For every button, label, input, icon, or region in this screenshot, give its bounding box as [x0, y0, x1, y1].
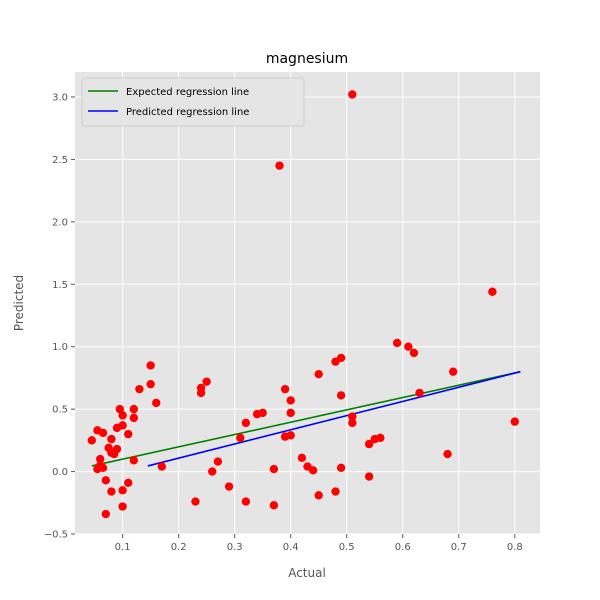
data-point: [115, 404, 125, 414]
data-point: [348, 412, 357, 421]
data-point: [331, 487, 340, 496]
data-point: [286, 431, 295, 440]
data-point: [314, 491, 323, 500]
data-point: [314, 369, 323, 379]
x-tick-label: 0.4: [283, 542, 299, 553]
y-tick-label: 2.0: [52, 217, 68, 228]
data-point: [510, 417, 519, 426]
x-axis-label: Actual: [288, 566, 326, 580]
data-point: [269, 501, 279, 510]
predicted-regression-line: [147, 370, 521, 467]
data-point: [448, 367, 458, 376]
x-tick-label: 0.3: [227, 542, 243, 553]
data-point: [129, 404, 139, 414]
data-point: [98, 428, 108, 438]
data-point: [129, 456, 139, 465]
legend: Expected regression line Predicted regre…: [81, 77, 305, 127]
data-point: [146, 361, 155, 370]
data-point: [202, 377, 211, 386]
x-tick-label: 0.1: [115, 542, 131, 553]
data-point: [409, 348, 419, 358]
data-point: [101, 509, 111, 519]
data-point: [364, 472, 374, 481]
y-tick-label: 0.5: [52, 405, 68, 416]
data-point: [118, 502, 127, 511]
data-point: [208, 467, 217, 476]
legend-box: [81, 77, 305, 127]
data-point: [98, 463, 108, 473]
data-points: [87, 90, 519, 519]
data-point: [488, 287, 497, 296]
data-point: [213, 457, 223, 466]
data-point: [236, 433, 245, 443]
x-tick-label: 0.5: [339, 542, 355, 553]
y-tick-label: 3.0: [52, 92, 68, 103]
y-tick-label: 2.5: [52, 155, 68, 166]
y-axis-ticks: −0.5 0.0 0.5 1.0 1.5 2.0 2.5 3.0: [44, 92, 75, 541]
data-point: [118, 486, 127, 495]
regression-lines: [91, 370, 521, 467]
x-tick-label: 0.8: [507, 542, 523, 553]
data-point: [152, 398, 161, 408]
data-point: [241, 497, 251, 506]
y-tick-label: 1.5: [52, 280, 68, 291]
grid-lines: [75, 72, 540, 535]
data-point: [196, 388, 206, 398]
data-point: [415, 388, 424, 398]
data-point: [269, 464, 279, 474]
x-tick-label: 0.2: [171, 542, 187, 553]
data-point: [297, 453, 307, 463]
data-point: [336, 463, 346, 473]
y-axis-label: Predicted: [12, 275, 26, 331]
x-axis-ticks: 0.1 0.2 0.3 0.4 0.5 0.6 0.7 0.8: [115, 534, 523, 553]
data-point: [392, 338, 402, 348]
data-point: [443, 449, 452, 459]
data-point: [336, 353, 346, 363]
data-point: [364, 439, 374, 449]
data-point: [107, 487, 116, 496]
data-point: [124, 478, 133, 488]
data-point: [348, 90, 357, 99]
x-tick-label: 0.6: [395, 542, 411, 553]
data-point: [286, 408, 295, 418]
data-point: [118, 421, 127, 430]
data-point: [107, 434, 116, 444]
data-point: [308, 466, 318, 475]
y-tick-label: −0.5: [44, 530, 68, 541]
data-point: [96, 454, 105, 464]
data-point: [191, 497, 200, 506]
data-point: [336, 391, 346, 400]
data-point: [101, 476, 111, 485]
data-point: [135, 384, 144, 394]
data-point: [112, 444, 122, 454]
data-point: [118, 411, 127, 420]
data-point: [129, 413, 139, 423]
data-point: [286, 396, 295, 405]
data-point: [404, 342, 413, 351]
data-point: [157, 462, 167, 471]
data-point: [348, 418, 357, 428]
data-point: [275, 161, 284, 170]
legend-label-predicted: Predicted regression line: [126, 107, 249, 118]
data-point: [87, 436, 97, 445]
data-point: [124, 429, 133, 439]
y-tick-label: 0.0: [52, 467, 68, 478]
x-tick-label: 0.7: [451, 542, 467, 553]
data-point: [224, 482, 234, 491]
data-point: [146, 379, 155, 389]
data-point: [241, 418, 251, 428]
expected-regression-line: [91, 370, 521, 467]
chart-title: magnesium: [266, 51, 348, 67]
y-tick-label: 1.0: [52, 342, 68, 353]
plot-area: [75, 72, 540, 534]
data-point: [258, 408, 267, 418]
data-point: [376, 433, 385, 443]
legend-label-expected: Expected regression line: [126, 87, 249, 98]
data-point: [280, 384, 290, 394]
